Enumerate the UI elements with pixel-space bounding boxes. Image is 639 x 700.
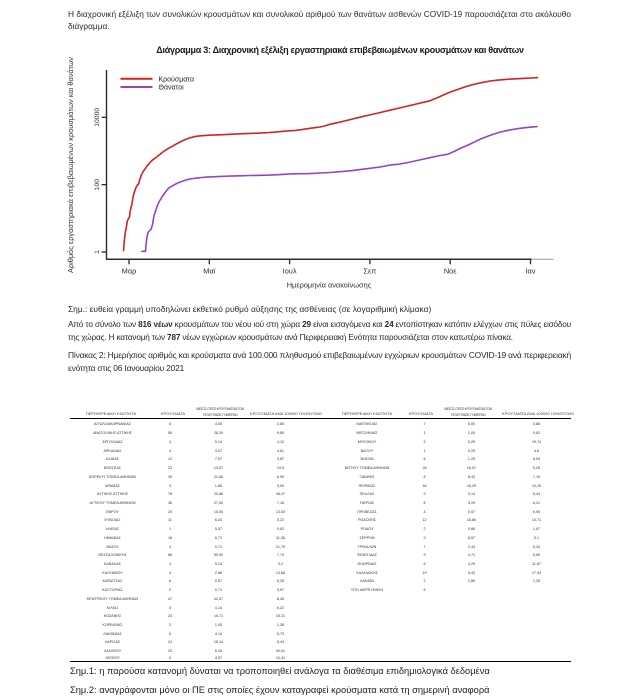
svg-text:10000: 10000 — [94, 108, 101, 127]
svg-text:Νοε: Νοε — [444, 267, 457, 276]
svg-text:Μαϊ: Μαϊ — [203, 267, 215, 276]
svg-text:Μαρ: Μαρ — [122, 267, 137, 276]
svg-text:Ιουλ: Ιουλ — [283, 267, 297, 276]
svg-text:Κρούσματα: Κρούσματα — [159, 75, 195, 83]
svg-text:Αριθμός εργαστηριακά επιβεβαιω: Αριθμός εργαστηριακά επιβεβαιωμένων κρου… — [66, 57, 75, 273]
svg-text:Σεπ: Σεπ — [363, 267, 376, 276]
svg-text:Ιαν: Ιαν — [525, 267, 535, 276]
svg-text:Θάνατοι: Θάνατοι — [159, 84, 185, 92]
svg-text:Ημερομηνία ανακοίνωσης: Ημερομηνία ανακοίνωσης — [287, 281, 372, 290]
svg-text:1: 1 — [94, 250, 101, 254]
svg-text:100: 100 — [94, 179, 101, 191]
